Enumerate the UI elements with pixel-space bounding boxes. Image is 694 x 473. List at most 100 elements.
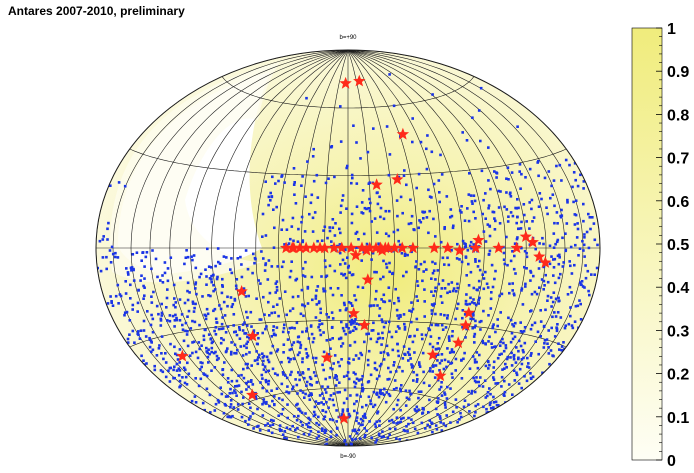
event-point <box>375 340 379 344</box>
event-point <box>363 435 366 439</box>
event-point <box>243 321 246 324</box>
event-point <box>283 243 286 246</box>
event-point <box>381 337 385 340</box>
event-point <box>281 330 285 334</box>
event-point <box>335 433 338 437</box>
event-point <box>552 291 556 294</box>
event-point <box>308 393 312 397</box>
event-point <box>489 392 492 396</box>
event-point <box>357 323 361 326</box>
event-point <box>460 205 463 208</box>
source-star <box>492 241 505 254</box>
event-point <box>271 344 275 348</box>
event-point <box>197 384 201 388</box>
event-point <box>388 153 392 156</box>
event-point <box>564 158 568 162</box>
event-point <box>469 317 472 321</box>
event-point <box>230 341 233 344</box>
event-point <box>351 429 355 432</box>
event-point <box>368 209 372 213</box>
colorbar-tick-label: 0.9 <box>667 64 689 81</box>
event-point <box>529 279 532 282</box>
event-point <box>434 235 437 238</box>
event-point <box>250 364 253 367</box>
event-point <box>142 319 146 323</box>
event-point <box>583 233 586 236</box>
event-point <box>506 220 510 223</box>
event-point <box>329 430 333 433</box>
event-point <box>131 303 135 307</box>
event-point <box>479 139 482 143</box>
event-point <box>439 153 442 157</box>
event-point <box>191 341 194 344</box>
event-point <box>481 212 484 216</box>
event-point <box>472 194 476 197</box>
event-point <box>273 311 277 314</box>
event-point <box>366 358 370 362</box>
event-point <box>423 288 426 291</box>
event-point <box>376 202 380 206</box>
event-point <box>511 337 515 341</box>
event-point <box>299 389 302 392</box>
event-point <box>198 368 202 371</box>
event-point <box>471 311 475 315</box>
event-point <box>428 328 432 332</box>
event-point <box>322 331 325 334</box>
event-point <box>502 251 506 255</box>
event-point <box>159 319 163 322</box>
event-point <box>591 216 594 219</box>
event-point <box>314 294 318 298</box>
event-point <box>231 303 235 306</box>
event-point <box>467 193 471 196</box>
event-point <box>486 286 490 289</box>
event-point <box>524 176 527 179</box>
event-point <box>410 214 414 218</box>
event-point <box>350 181 353 185</box>
event-point <box>380 435 384 439</box>
event-point <box>208 277 212 280</box>
event-point <box>245 310 248 314</box>
event-point <box>226 304 229 308</box>
event-point <box>492 360 496 364</box>
event-point <box>222 300 226 304</box>
event-point <box>371 251 375 255</box>
event-point <box>430 290 433 293</box>
event-point <box>422 381 426 385</box>
event-point <box>403 254 407 257</box>
event-point <box>487 204 491 207</box>
event-point <box>215 358 219 362</box>
event-point <box>150 267 153 271</box>
event-point <box>399 408 402 412</box>
event-point <box>408 335 411 339</box>
event-point <box>133 341 136 344</box>
event-point <box>561 236 564 240</box>
event-point <box>173 297 176 300</box>
event-point <box>308 426 312 429</box>
event-point <box>299 312 303 316</box>
event-point <box>254 395 258 398</box>
event-point <box>281 408 285 411</box>
event-point <box>557 296 560 300</box>
event-point <box>397 239 400 243</box>
source-star <box>382 241 395 254</box>
event-point <box>261 235 264 238</box>
event-point <box>289 358 292 361</box>
event-point <box>545 206 548 209</box>
event-point <box>314 316 318 319</box>
event-point <box>330 240 333 243</box>
event-point <box>106 227 109 231</box>
event-point <box>370 258 373 261</box>
event-point <box>325 438 328 441</box>
event-point <box>300 288 304 292</box>
event-point <box>553 257 557 261</box>
event-point <box>245 342 248 346</box>
event-point <box>529 327 533 331</box>
event-point <box>296 402 299 406</box>
event-point <box>201 361 204 365</box>
event-point <box>480 169 484 173</box>
event-point <box>503 262 507 266</box>
event-point <box>562 261 565 264</box>
event-point <box>520 220 523 224</box>
event-point <box>484 217 487 220</box>
event-point <box>194 281 198 284</box>
